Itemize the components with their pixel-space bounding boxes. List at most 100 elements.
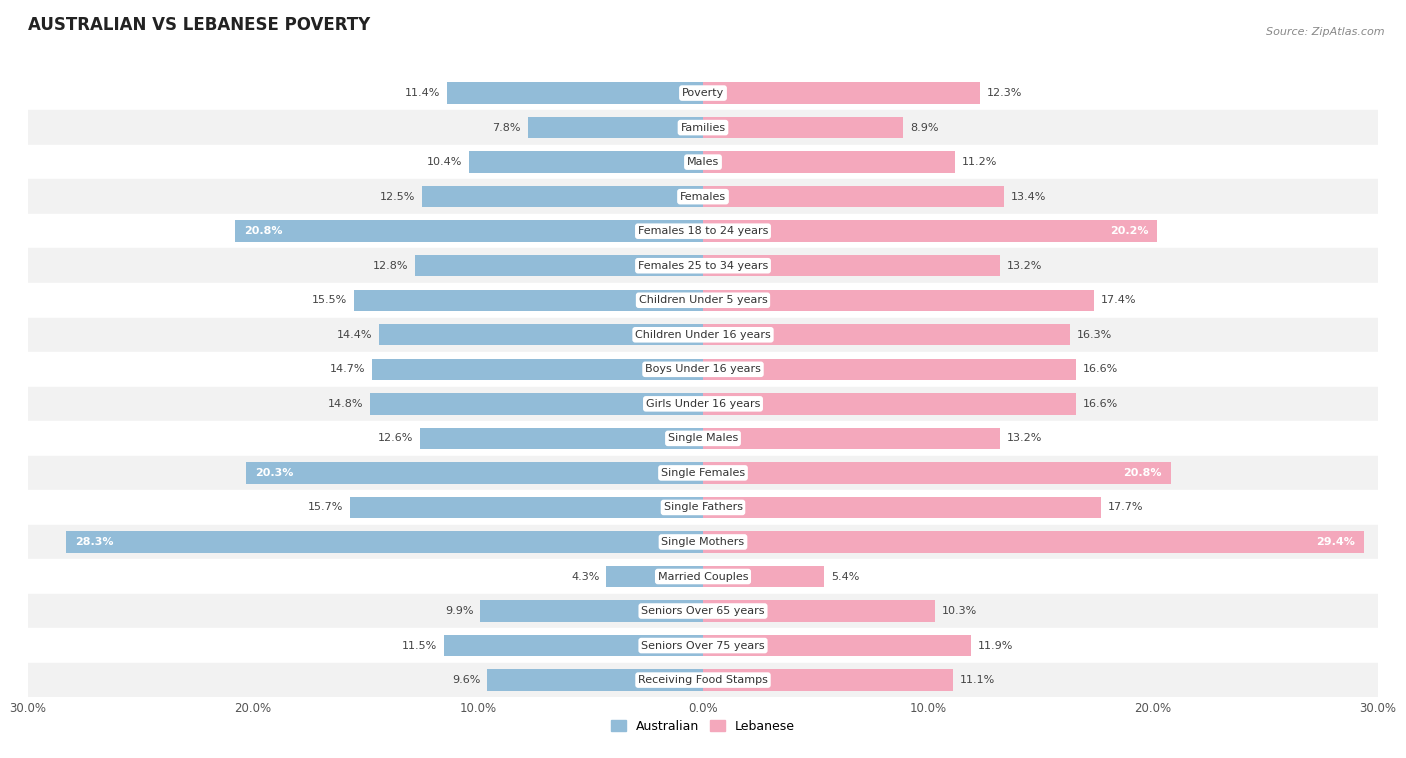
Text: 11.4%: 11.4% [405,88,440,98]
Text: Source: ZipAtlas.com: Source: ZipAtlas.com [1267,27,1385,36]
Bar [354,290,703,311]
Bar [0,559,1406,594]
Bar [0,214,1406,249]
Bar [0,318,1406,352]
Bar [703,152,955,173]
Bar [0,525,1406,559]
Bar [0,628,1406,662]
Text: Receiving Food Stamps: Receiving Food Stamps [638,675,768,685]
Legend: Australian, Lebanese: Australian, Lebanese [606,715,800,738]
Bar [703,255,1000,277]
Bar [415,255,703,277]
Text: Children Under 5 years: Children Under 5 years [638,296,768,305]
Bar [703,117,903,138]
Text: 17.4%: 17.4% [1101,296,1136,305]
Bar [703,186,1004,208]
Text: 11.5%: 11.5% [402,641,437,650]
Text: 12.8%: 12.8% [373,261,408,271]
Bar [703,428,1000,449]
Bar [606,565,703,587]
Text: 15.7%: 15.7% [308,503,343,512]
Bar [703,290,1094,311]
Text: Single Fathers: Single Fathers [664,503,742,512]
Bar [703,531,1364,553]
Bar [703,496,1101,518]
Text: 11.2%: 11.2% [962,157,997,167]
Bar [0,352,1406,387]
Bar [470,152,703,173]
Text: Single Mothers: Single Mothers [661,537,745,547]
Text: 14.7%: 14.7% [330,365,366,374]
Text: 13.2%: 13.2% [1007,434,1042,443]
Text: 9.9%: 9.9% [446,606,474,616]
Bar [0,387,1406,421]
Bar [422,186,703,208]
Text: 15.5%: 15.5% [312,296,347,305]
Bar [444,635,703,656]
Text: 12.6%: 12.6% [377,434,413,443]
Text: 20.8%: 20.8% [245,226,283,236]
Text: 9.6%: 9.6% [451,675,481,685]
Bar [703,324,1070,346]
Bar [370,393,703,415]
Bar [447,83,703,104]
Bar [703,565,824,587]
Bar [481,600,703,622]
Text: Females: Females [681,192,725,202]
Text: 13.4%: 13.4% [1011,192,1046,202]
Bar [486,669,703,691]
Bar [380,324,703,346]
Bar [0,283,1406,318]
Text: 14.8%: 14.8% [328,399,363,409]
Bar [703,359,1077,380]
Bar [246,462,703,484]
Bar [0,662,1406,697]
Bar [0,456,1406,490]
Bar [0,421,1406,456]
Text: 29.4%: 29.4% [1316,537,1355,547]
Text: Females 18 to 24 years: Females 18 to 24 years [638,226,768,236]
Bar [703,600,935,622]
Text: 16.3%: 16.3% [1077,330,1112,340]
Bar [350,496,703,518]
Bar [0,76,1406,111]
Bar [419,428,703,449]
Text: Seniors Over 65 years: Seniors Over 65 years [641,606,765,616]
Text: Seniors Over 75 years: Seniors Over 75 years [641,641,765,650]
Text: 20.2%: 20.2% [1109,226,1149,236]
Text: 11.9%: 11.9% [977,641,1012,650]
Text: 12.3%: 12.3% [987,88,1022,98]
Text: 16.6%: 16.6% [1083,399,1118,409]
Text: Married Couples: Married Couples [658,572,748,581]
Text: 10.3%: 10.3% [942,606,977,616]
Text: 17.7%: 17.7% [1108,503,1143,512]
Bar [0,249,1406,283]
Bar [0,111,1406,145]
Text: Children Under 16 years: Children Under 16 years [636,330,770,340]
Bar [703,221,1157,242]
Bar [0,180,1406,214]
Bar [703,462,1171,484]
Text: Single Females: Single Females [661,468,745,478]
Bar [703,635,970,656]
Text: 4.3%: 4.3% [571,572,599,581]
Bar [527,117,703,138]
Text: AUSTRALIAN VS LEBANESE POVERTY: AUSTRALIAN VS LEBANESE POVERTY [28,17,370,34]
Text: Males: Males [688,157,718,167]
Text: 8.9%: 8.9% [910,123,938,133]
Bar [703,83,980,104]
Bar [373,359,703,380]
Bar [703,669,953,691]
Bar [66,531,703,553]
Text: 13.2%: 13.2% [1007,261,1042,271]
Text: 16.6%: 16.6% [1083,365,1118,374]
Text: 20.3%: 20.3% [256,468,294,478]
Text: 5.4%: 5.4% [831,572,859,581]
Text: Girls Under 16 years: Girls Under 16 years [645,399,761,409]
Bar [0,594,1406,628]
Text: Single Males: Single Males [668,434,738,443]
Text: 20.8%: 20.8% [1123,468,1161,478]
Text: Poverty: Poverty [682,88,724,98]
Text: Boys Under 16 years: Boys Under 16 years [645,365,761,374]
Text: Families: Families [681,123,725,133]
